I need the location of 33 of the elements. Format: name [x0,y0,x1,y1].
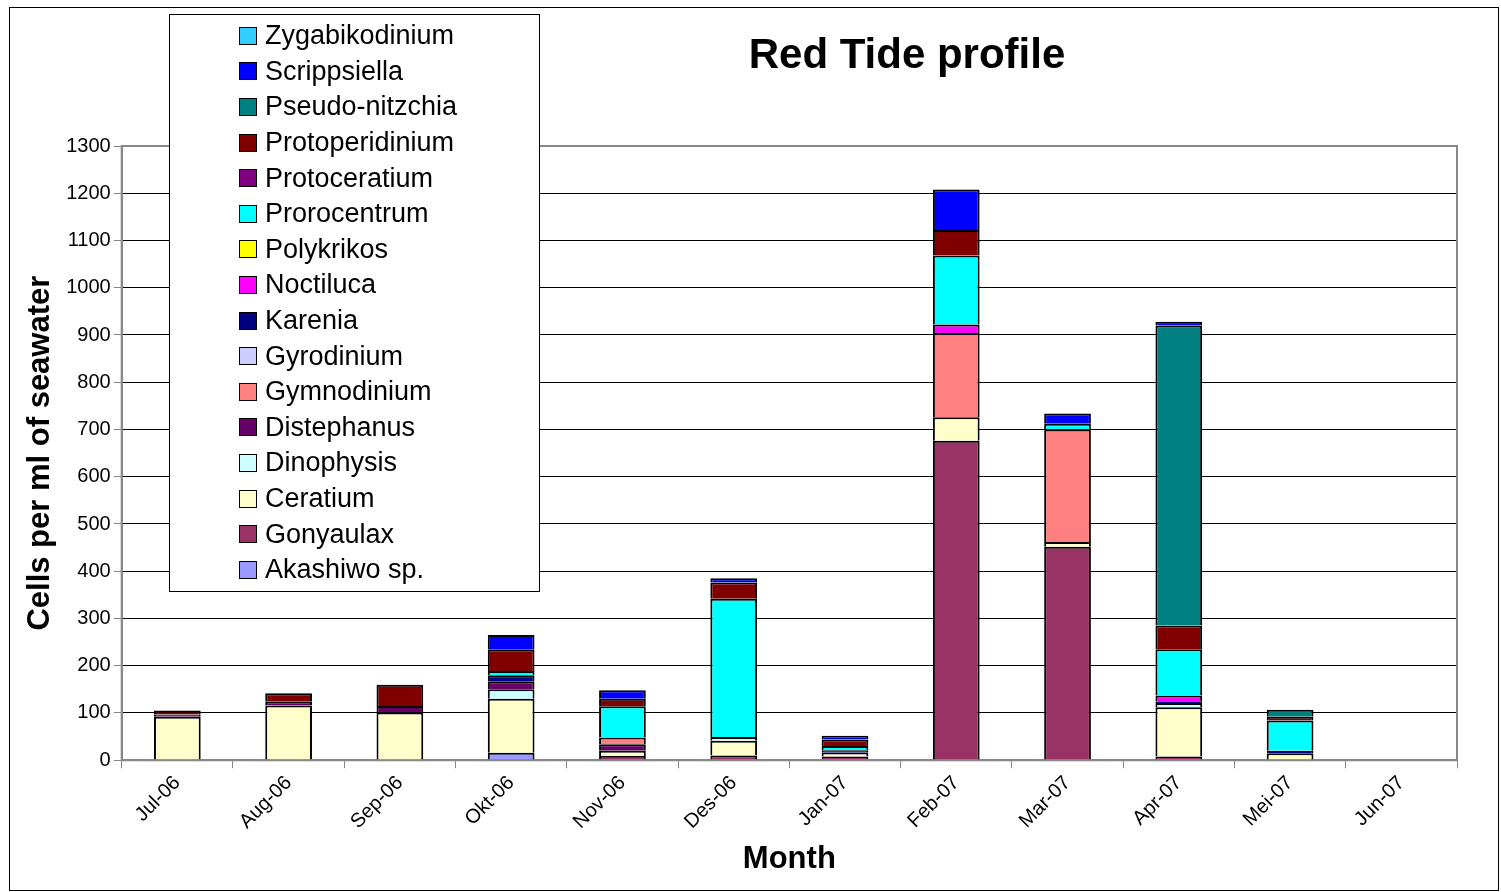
legend-label: Protoceratium [265,162,434,194]
y-tick-label: 600 [77,464,111,487]
legend-label: Distephanus [265,411,416,443]
legend-label: Polykrikos [265,233,389,265]
legend-label: Dinophysis [265,447,398,479]
legend-label: Protoperidinium [265,127,455,159]
legend-label: Gonyaulax [265,518,395,550]
legend-label: Zygabikodinium [265,20,455,52]
y-tick-label: 1300 [66,133,111,156]
y-tick-label: 100 [77,700,111,723]
legend-label: Gyrodinium [265,340,404,372]
legend-label: Pseudo-nitzchia [265,91,458,123]
y-axis-title: Cells per ml of seawater [21,275,57,631]
y-tick-label: 400 [77,558,111,581]
legend-label: Gymnodinium [265,376,432,408]
y-tick-label: 700 [77,417,111,439]
legend-label: Prorocentrum [265,198,429,230]
legend-label: Noctiluca [265,269,377,301]
y-tick-label: 200 [77,653,111,676]
legend-label: Akashiwo sp. [265,554,425,586]
x-axis-title: Month [742,839,836,875]
y-tick-label: 800 [77,369,111,392]
chart-title: Red Tide profile [747,30,1067,78]
y-tick-label: 0 [99,747,111,770]
y-tick-label: 1200 [66,180,111,203]
legend-label: Scrippsiella [265,55,404,87]
y-tick-label: 900 [77,322,111,345]
legend-label: Ceratium [265,483,375,515]
y-tick-label: 1100 [67,228,111,251]
legend-label: Karenia [265,305,359,337]
y-tick-label: 500 [77,511,111,534]
y-tick-label: 300 [77,606,111,628]
y-tick-label: 1000 [66,275,111,298]
